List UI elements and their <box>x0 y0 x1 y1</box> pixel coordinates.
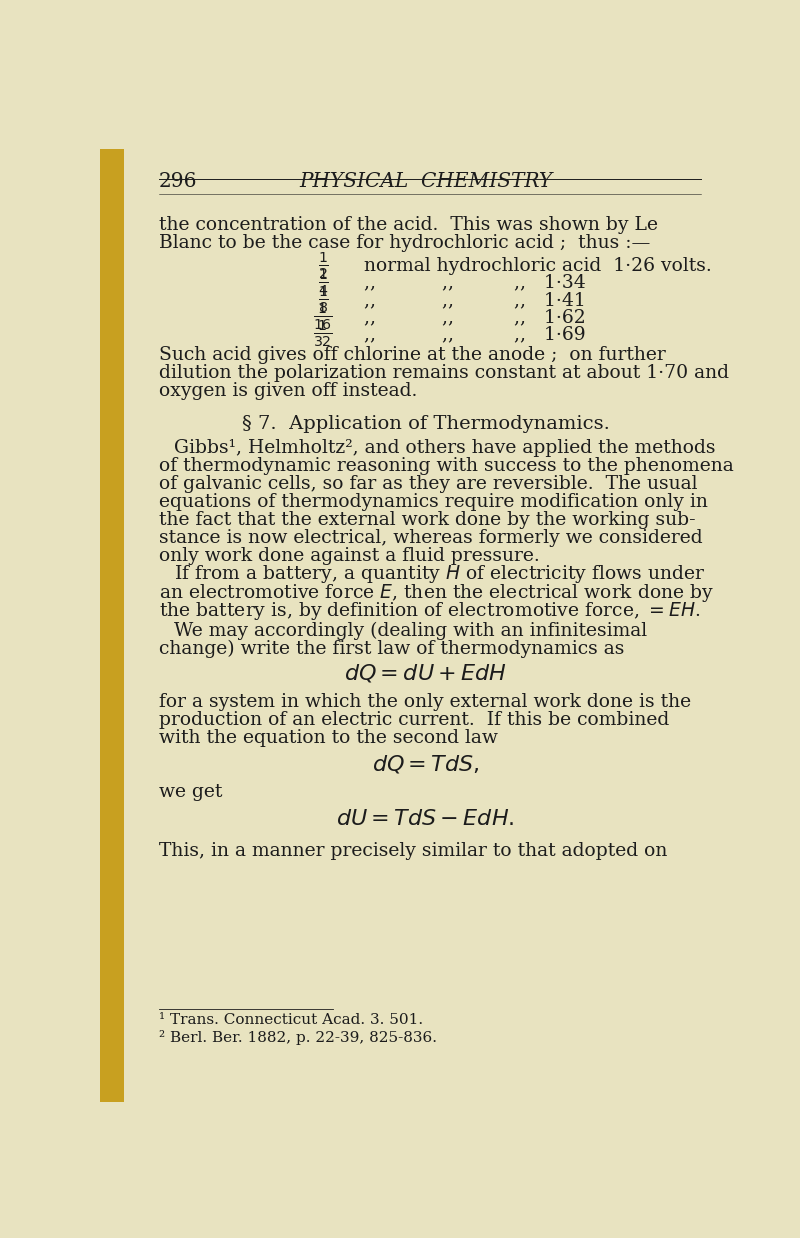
Text: $dQ = dU + EdH$: $dQ = dU + EdH$ <box>344 662 507 685</box>
Bar <box>100 149 123 1102</box>
Text: we get: we get <box>159 782 222 801</box>
Text: stance is now electrical, whereas formerly we considered: stance is now electrical, whereas former… <box>159 529 702 547</box>
Text: the fact that the external work done by the working sub-: the fact that the external work done by … <box>159 511 695 529</box>
Text: Gibbs¹, Helmholtz², and others have applied the methods: Gibbs¹, Helmholtz², and others have appl… <box>174 438 716 457</box>
Text: We may accordingly (dealing with an infinitesimal: We may accordingly (dealing with an infi… <box>174 621 647 640</box>
Text: change) write the first law of thermodynamics as: change) write the first law of thermodyn… <box>159 640 624 657</box>
Text: $\frac{1}{8}$: $\frac{1}{8}$ <box>318 285 329 314</box>
Text: dilution the polarization remains constant at about 1·70 and: dilution the polarization remains consta… <box>159 364 729 383</box>
Text: 296: 296 <box>159 172 198 191</box>
Text: ,,           ,,          ,,   1·62: ,, ,, ,, 1·62 <box>363 308 586 326</box>
Text: § 7.  Application of Thermodynamics.: § 7. Application of Thermodynamics. <box>242 415 610 433</box>
Text: ,,           ,,          ,,   1·69: ,, ,, ,, 1·69 <box>363 326 585 343</box>
Text: ,,           ,,          ,,   1·34: ,, ,, ,, 1·34 <box>363 274 586 292</box>
Text: equations of thermodynamics require modification only in: equations of thermodynamics require modi… <box>159 493 708 511</box>
Text: ,,           ,,          ,,   1·41: ,, ,, ,, 1·41 <box>363 291 586 310</box>
Text: the concentration of the acid.  This was shown by Le: the concentration of the acid. This was … <box>159 215 658 234</box>
Text: If from a battery, a quantity $H$ of electricity flows under: If from a battery, a quantity $H$ of ele… <box>174 563 706 586</box>
Text: $\frac{1}{4}$: $\frac{1}{4}$ <box>318 267 329 298</box>
Text: $\frac{1}{16}$: $\frac{1}{16}$ <box>314 302 333 332</box>
Text: an electromotive force $E$, then the electrical work done by: an electromotive force $E$, then the ele… <box>159 582 714 604</box>
Text: for a system in which the only external work done is the: for a system in which the only external … <box>159 693 691 711</box>
Text: $\frac{1}{2}$: $\frac{1}{2}$ <box>318 250 329 281</box>
Text: $dU = TdS - EdH.$: $dU = TdS - EdH.$ <box>336 808 514 831</box>
Text: only work done against a fluid pressure.: only work done against a fluid pressure. <box>159 547 540 566</box>
Text: of galvanic cells, so far as they are reversible.  The usual: of galvanic cells, so far as they are re… <box>159 475 698 493</box>
Text: PHYSICAL  CHEMISTRY: PHYSICAL CHEMISTRY <box>299 172 552 191</box>
Text: production of an electric current.  If this be combined: production of an electric current. If th… <box>159 712 669 729</box>
Text: normal hydrochloric acid  1·26 volts.: normal hydrochloric acid 1·26 volts. <box>363 256 711 275</box>
Text: $dQ = TdS,$: $dQ = TdS,$ <box>372 753 479 775</box>
Text: Blanc to be the case for hydrochloric acid ;  thus :—: Blanc to be the case for hydrochloric ac… <box>159 234 650 251</box>
Text: oxygen is given off instead.: oxygen is given off instead. <box>159 383 418 400</box>
Text: of thermodynamic reasoning with success to the phenomena: of thermodynamic reasoning with success … <box>159 457 734 474</box>
Text: the battery is, by definition of electromotive force, $=EH$.: the battery is, by definition of electro… <box>159 599 700 621</box>
Text: This, in a manner precisely similar to that adopted on: This, in a manner precisely similar to t… <box>159 842 667 860</box>
Text: with the equation to the second law: with the equation to the second law <box>159 729 498 748</box>
Text: Such acid gives off chlorine at the anode ;  on further: Such acid gives off chlorine at the anod… <box>159 347 666 364</box>
Text: $\frac{1}{32}$: $\frac{1}{32}$ <box>314 319 333 349</box>
Text: ¹ Trans. Connecticut Acad. 3. 501.: ¹ Trans. Connecticut Acad. 3. 501. <box>159 1013 423 1026</box>
Text: ² Berl. Ber. 1882, p. 22-39, 825-836.: ² Berl. Ber. 1882, p. 22-39, 825-836. <box>159 1030 437 1045</box>
